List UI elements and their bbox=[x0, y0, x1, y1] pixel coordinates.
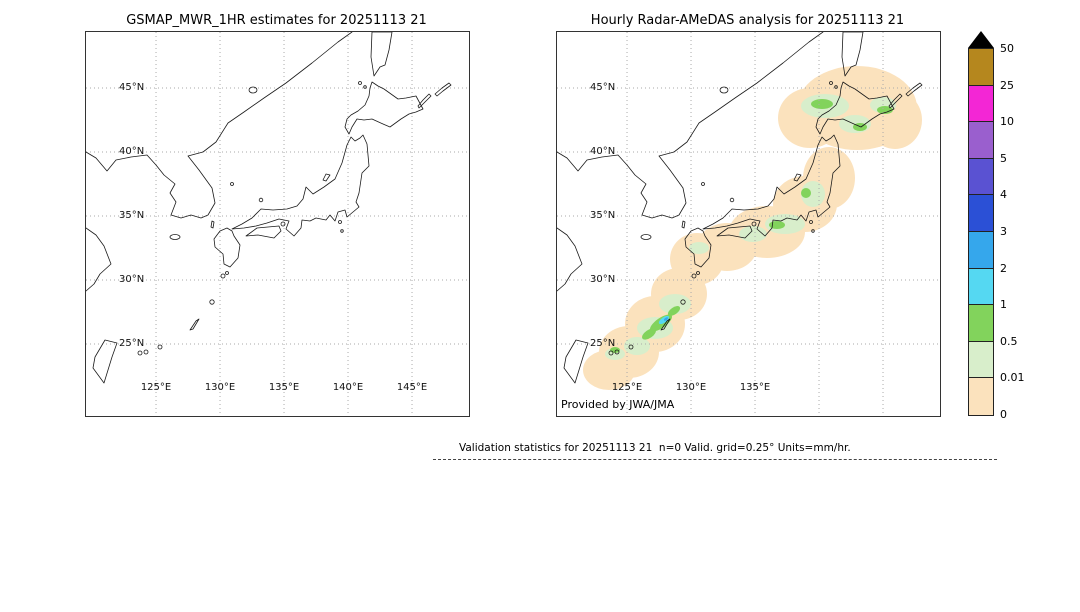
lat-tick-label: 40°N bbox=[119, 146, 145, 157]
grid-lines bbox=[557, 32, 940, 416]
lat-tick-label: 25°N bbox=[590, 338, 616, 349]
radar-amedas-map-panel: Provided by JWA/JMA 45°N 40°N 35°N 30°N 25°N… bbox=[556, 31, 941, 417]
lat-tick-label: 40°N bbox=[590, 146, 616, 157]
lat-tick-label: 35°N bbox=[119, 210, 145, 221]
colorbar-segment bbox=[969, 231, 993, 269]
lat-tick-label: 45°N bbox=[590, 82, 616, 93]
colorbar-level-label: 0 bbox=[1000, 408, 1007, 421]
colorbar-segment bbox=[969, 378, 993, 415]
colorbar-level-label: 5 bbox=[1000, 151, 1007, 165]
colorbar-level-label: 0.5 bbox=[1000, 334, 1018, 348]
colorbar-segment bbox=[969, 195, 993, 232]
lon-tick-label: 130°E bbox=[204, 382, 236, 393]
lon-tick-label: 135°E bbox=[739, 382, 771, 393]
colorbar-tick-labels: 0 0.01 0.5 1 2 3 4 5 10 25 50 bbox=[1000, 31, 1044, 427]
colorbar-level-label: 2 bbox=[1000, 261, 1007, 275]
colorbar-level-label: 0.01 bbox=[1000, 371, 1025, 385]
colorbar-over-triangle bbox=[968, 31, 994, 48]
colorbar-level-label: 25 bbox=[1000, 78, 1014, 92]
lat-tick-label: 25°N bbox=[119, 338, 145, 349]
lat-tick-label: 30°N bbox=[119, 274, 145, 285]
colorbar-segment bbox=[969, 305, 993, 342]
colorbar-scale bbox=[968, 48, 994, 416]
lon-tick-label: 145°E bbox=[396, 382, 428, 393]
radar-amedas-map bbox=[557, 32, 940, 416]
lon-tick-label: 135°E bbox=[268, 382, 300, 393]
colorbar-segment bbox=[969, 158, 993, 196]
gsmap-map bbox=[86, 32, 469, 416]
lat-tick-label: 45°N bbox=[119, 82, 145, 93]
left-panel-title: GSMAP_MWR_1HR estimates for 20251113 21 bbox=[126, 13, 427, 28]
colorbar bbox=[968, 31, 994, 416]
lon-tick-label: 130°E bbox=[675, 382, 707, 393]
colorbar-level-label: 1 bbox=[1000, 298, 1007, 312]
gsmap-map-panel: 45°N 40°N 35°N 30°N 25°N 125°E 130°E 135°E 140°E… bbox=[85, 31, 470, 417]
right-panel-title: Hourly Radar-AMeDAS analysis for 2025111… bbox=[590, 13, 905, 28]
precipitation-shading bbox=[583, 66, 922, 390]
colorbar-segment bbox=[969, 268, 993, 306]
lon-tick-label: 140°E bbox=[332, 382, 364, 393]
lon-tick-label: 125°E bbox=[140, 382, 172, 393]
colorbar-segment bbox=[969, 122, 993, 159]
lat-tick-label: 35°N bbox=[590, 210, 616, 221]
lon-tick-label: 125°E bbox=[611, 382, 643, 393]
grid-lines bbox=[86, 32, 469, 416]
colorbar-level-label: 10 bbox=[1000, 115, 1014, 129]
colorbar-segment bbox=[969, 49, 993, 86]
colorbar-segment bbox=[969, 341, 993, 379]
colorbar-segment bbox=[969, 85, 993, 123]
colorbar-level-label: 50 bbox=[1000, 42, 1014, 55]
validation-caption: Validation statistics for 20251113 21 n=… bbox=[459, 442, 851, 454]
lat-tick-label: 30°N bbox=[590, 274, 616, 285]
caption-underline bbox=[433, 459, 997, 460]
colorbar-level-label: 4 bbox=[1000, 188, 1007, 202]
data-credit: Provided by JWA/JMA bbox=[561, 398, 675, 411]
colorbar-level-label: 3 bbox=[1000, 225, 1007, 238]
